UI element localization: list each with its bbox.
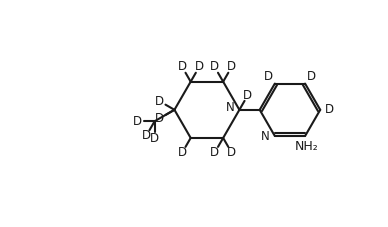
Text: D: D (263, 70, 273, 84)
Text: D: D (227, 146, 236, 159)
Text: D: D (150, 132, 159, 145)
Text: D: D (178, 146, 187, 159)
Text: D: D (133, 115, 142, 128)
Text: NH₂: NH₂ (295, 140, 319, 153)
Text: D: D (178, 60, 187, 74)
Text: N: N (260, 130, 269, 143)
Text: D: D (307, 70, 316, 84)
Text: D: D (142, 129, 151, 143)
Text: D: D (155, 112, 164, 125)
Text: D: D (195, 60, 204, 74)
Text: D: D (210, 60, 219, 74)
Text: D: D (227, 60, 236, 74)
Text: D: D (155, 95, 164, 108)
Text: D: D (243, 89, 253, 102)
Text: N: N (226, 101, 235, 114)
Text: D: D (325, 103, 334, 116)
Text: D: D (210, 146, 219, 159)
